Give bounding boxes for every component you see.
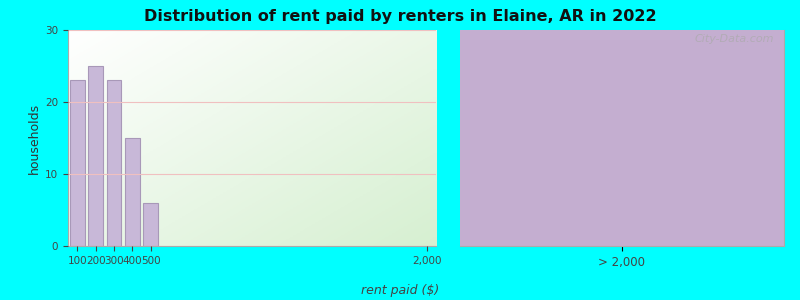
Bar <box>70 80 85 246</box>
Text: City-Data.com: City-Data.com <box>694 34 774 44</box>
Bar <box>143 203 158 246</box>
Text: Distribution of rent paid by renters in Elaine, AR in 2022: Distribution of rent paid by renters in … <box>144 9 656 24</box>
Y-axis label: households: households <box>28 102 41 174</box>
Bar <box>88 66 103 246</box>
Text: rent paid ($): rent paid ($) <box>361 284 439 297</box>
Bar <box>460 59 784 246</box>
Bar <box>125 138 140 246</box>
Bar <box>106 80 122 246</box>
